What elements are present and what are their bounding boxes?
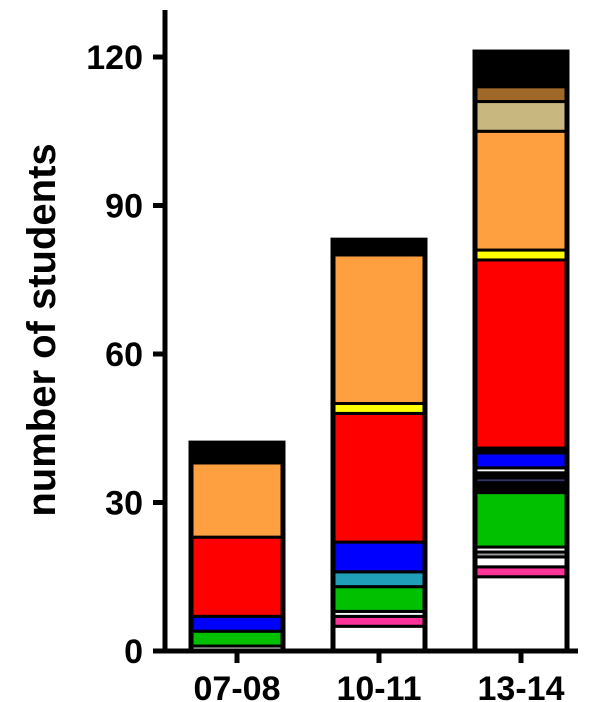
bar-segment: [473, 451, 569, 470]
bar-segment: [473, 100, 569, 133]
bar-segment: [473, 85, 569, 104]
x-tick-label: 13-14: [478, 670, 565, 702]
bar-13-14: [472, 49, 570, 654]
bar-segment: [189, 629, 285, 648]
bar-segment: [473, 129, 569, 252]
bar-segment: [189, 461, 285, 539]
bar-segment: [331, 540, 427, 574]
y-tick-label: 60: [105, 336, 143, 374]
bar-segment: [331, 253, 427, 405]
bar-segment: [331, 570, 427, 589]
y-axis: 0 30 60 90 120: [86, 10, 168, 671]
bar-segment: [473, 258, 569, 450]
y-tick-label: 30: [105, 485, 143, 523]
bar-segment: [331, 411, 427, 544]
y-tick-label: 120: [86, 39, 143, 77]
bar-segment: [189, 535, 285, 618]
y-axis-label: number of students: [20, 143, 64, 516]
bar-segment: [473, 491, 569, 549]
bar-segment: [189, 441, 285, 465]
bar-07-08: [188, 440, 286, 654]
y-tick-label: 90: [105, 188, 143, 226]
bar-segment: [331, 624, 427, 653]
y-axis-label-group: number of students: [20, 143, 64, 516]
bars-group: [188, 49, 570, 654]
bar-10-11: [330, 237, 428, 654]
x-tick-label: 07-08: [194, 670, 281, 702]
x-tick-label: 10-11: [336, 670, 421, 702]
bar-segment: [473, 50, 569, 89]
bar-segment: [189, 614, 285, 633]
x-axis: 07-08 10-11 13-14: [163, 648, 578, 702]
bar-segment: [473, 575, 569, 653]
y-tick-label: 0: [124, 633, 143, 671]
bar-segment: [331, 585, 427, 613]
